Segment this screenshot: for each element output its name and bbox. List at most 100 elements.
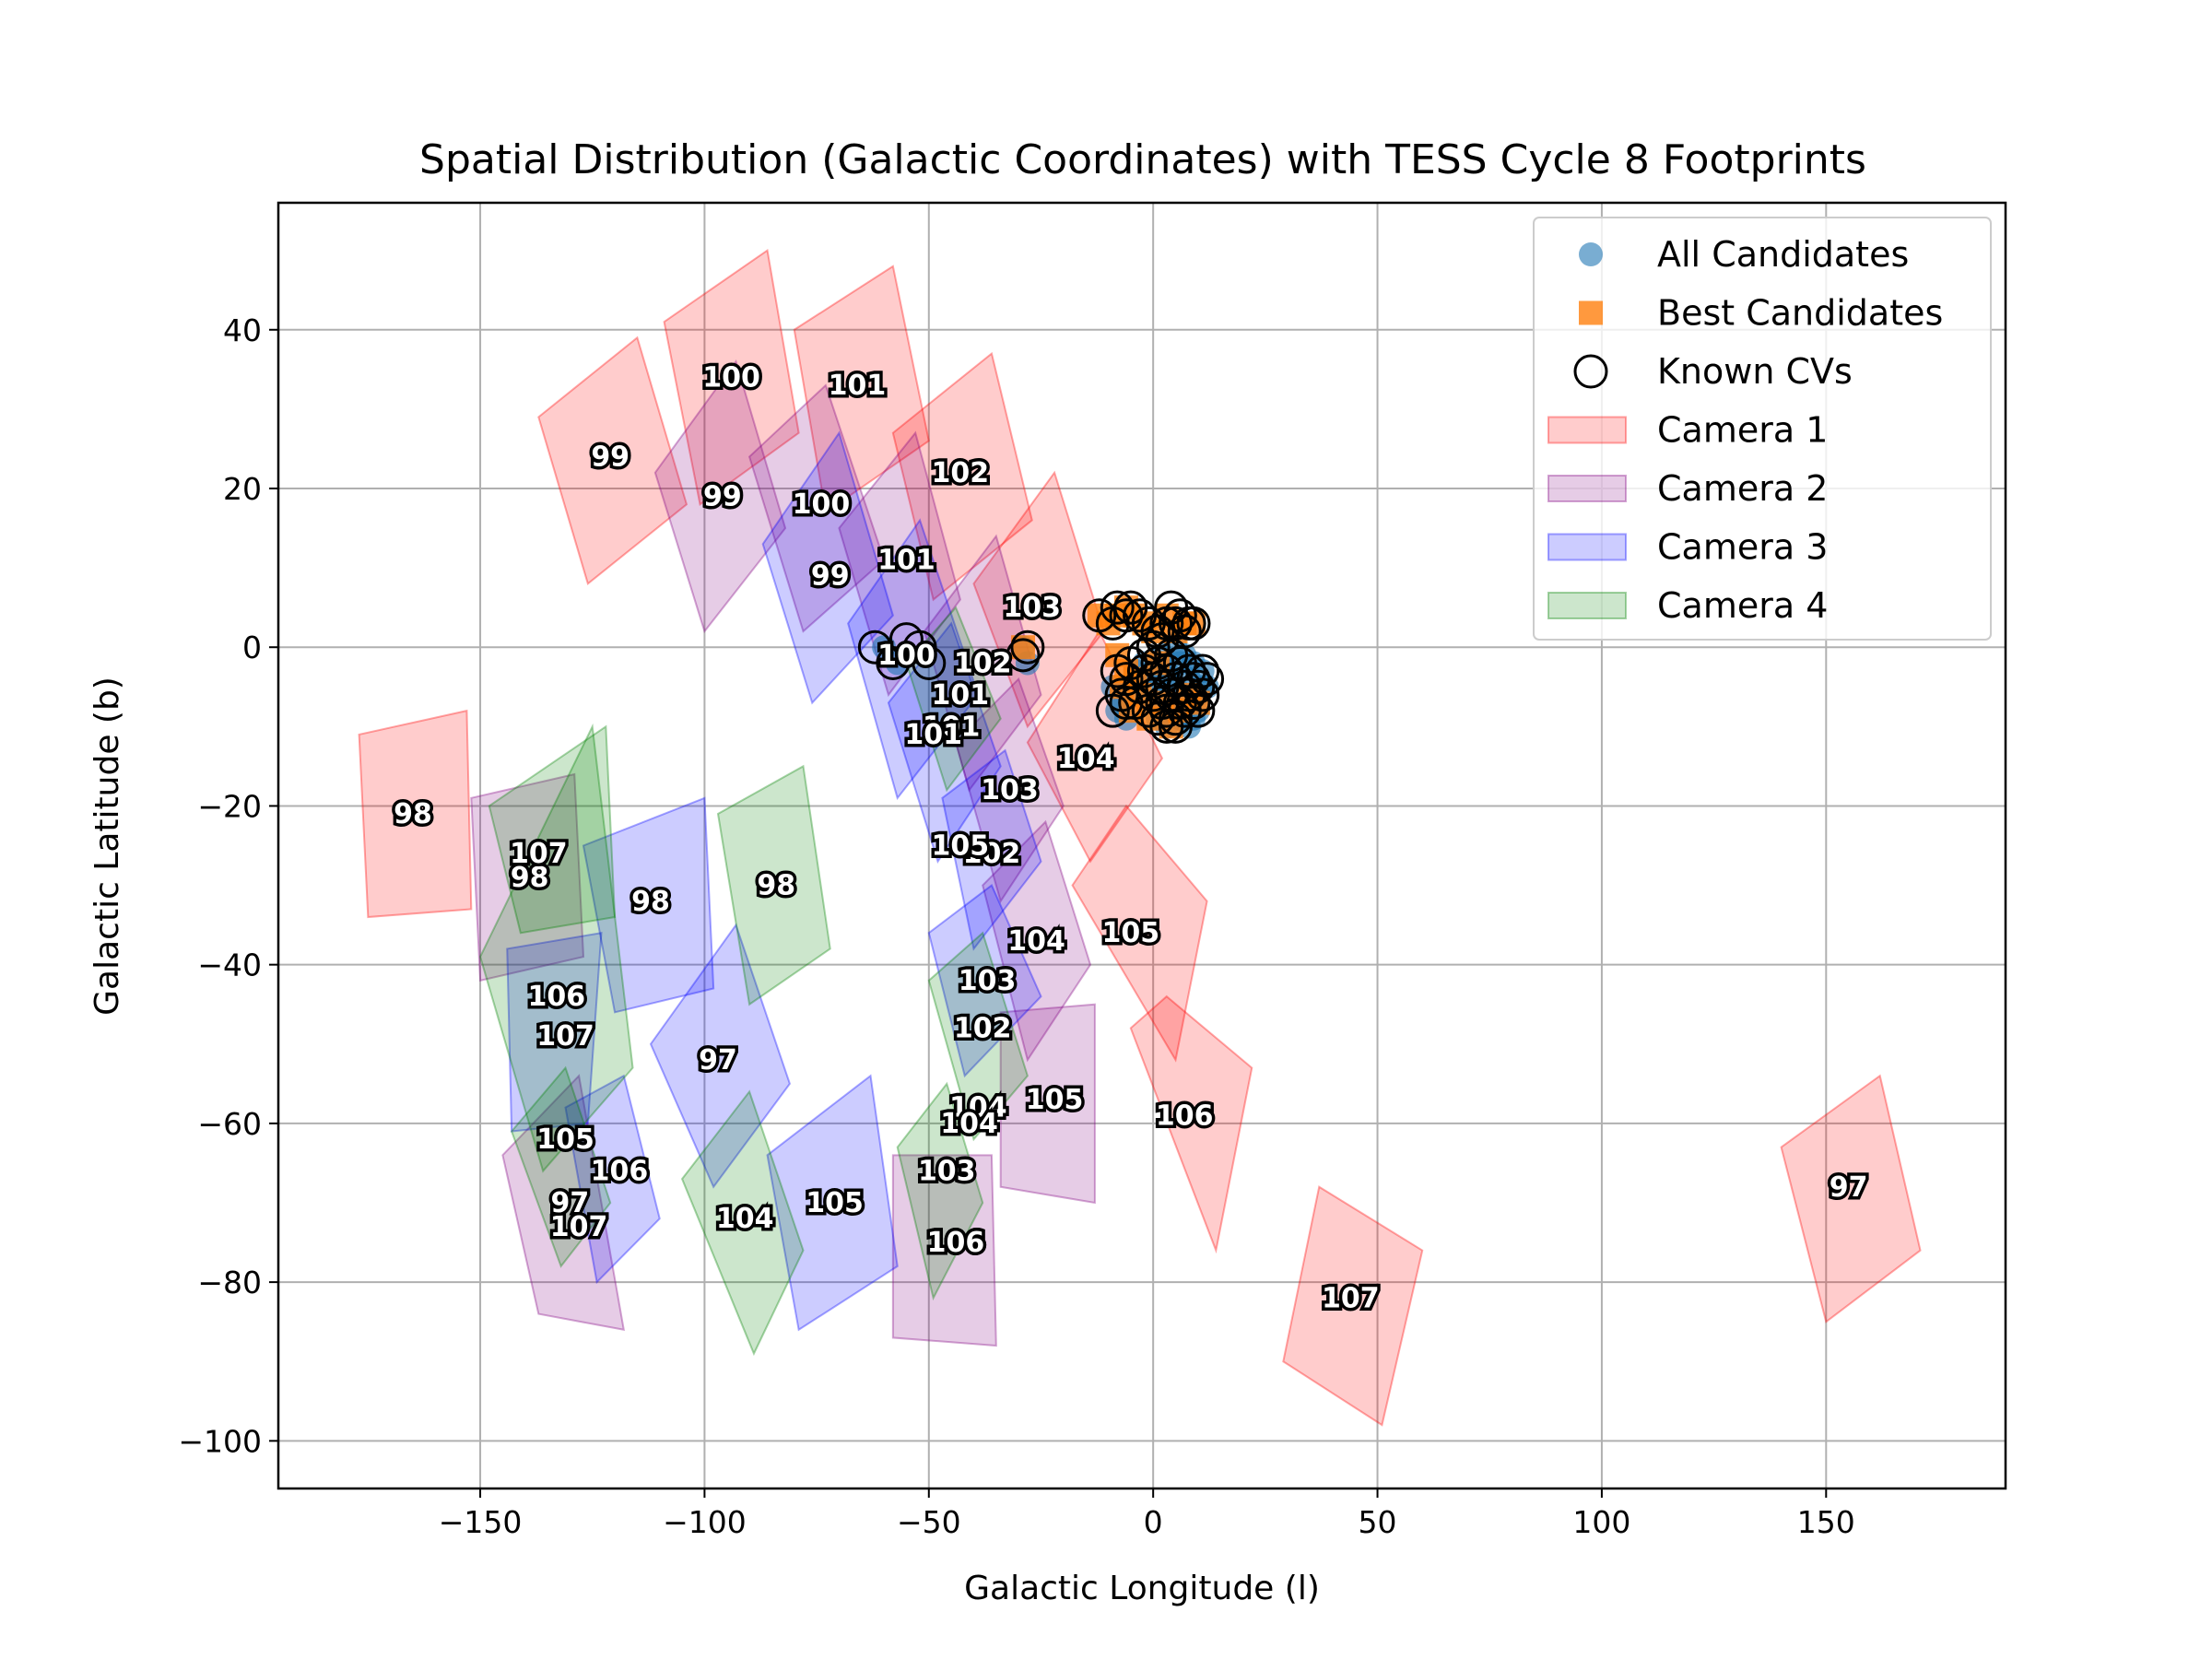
footprint-label: 105 (1102, 917, 1160, 949)
footprint-label: 104 (716, 1203, 774, 1235)
footprint-camera4-sector-104 (680, 1089, 805, 1357)
grid (278, 203, 2006, 1488)
plot-frame (276, 201, 2007, 1490)
footprint-camera4-sector-105 (510, 1065, 612, 1268)
legend-swatch-patch (1547, 416, 1627, 444)
y-tick-label: 40 (223, 312, 262, 348)
footprint-camera1-sector-106 (1129, 994, 1253, 1254)
footprint-label: 102 (954, 647, 1012, 679)
y-axis-label: Galactic Latitude (b) (88, 677, 126, 1016)
footprint-camera3-sector-102 (941, 748, 1042, 951)
footprint-label: 102 (932, 457, 990, 489)
footprint-label: 106 (591, 1156, 649, 1188)
footprint-label: 105 (1026, 1084, 1084, 1116)
legend-swatch-patch (1547, 533, 1627, 561)
legend-label: Camera 3 (1657, 527, 1828, 568)
known-cv-marker (1185, 677, 1220, 712)
footprint-camera1-sector-97 (1780, 1074, 1922, 1324)
known-cv-marker (1190, 662, 1225, 697)
known-cv-marker (1100, 653, 1135, 688)
legend-label: Camera 4 (1657, 585, 1828, 626)
footprint-camera1-sector-104 (1026, 629, 1164, 864)
footprint-camera3-sector-106 (564, 1074, 661, 1285)
footprint-label: 103 (959, 965, 1017, 997)
legend-label: All Candidates (1657, 234, 1909, 275)
footprint-label: 101 (923, 711, 981, 743)
legend-swatch-square (1579, 300, 1603, 325)
known-cv-marker (1100, 590, 1135, 625)
footprint-label: 107 (536, 1020, 594, 1053)
footprint-label: 104 (949, 1092, 1007, 1124)
footprint-label: 99 (703, 481, 742, 513)
footprint-camera3-sector-105 (766, 1074, 899, 1332)
footprint-label: 101 (829, 370, 887, 402)
known-cv-marker (1149, 709, 1184, 744)
footprint-camera4-sector-106 (478, 723, 634, 1173)
legend-swatch-circle (1579, 242, 1603, 266)
footprint-label: 105 (536, 1124, 594, 1156)
x-tick-label: 100 (1572, 1504, 1630, 1540)
footprint-camera2-sector-100 (747, 383, 886, 633)
footprint-label: 104 (1007, 925, 1065, 958)
footprint-label: 98 (757, 870, 795, 902)
footprint-label: 100 (877, 640, 935, 672)
footprint-label: 100 (702, 361, 760, 394)
footprint-label: 97 (699, 1044, 737, 1077)
known-cv-marker (1006, 638, 1041, 673)
footprint-camera3-sector-98 (582, 796, 715, 1014)
footprint-camera3-sector-107 (506, 932, 603, 1133)
y-tick-label: −80 (197, 1265, 262, 1300)
chart-title: Spatial Distribution (Galactic Coordinat… (419, 136, 1866, 183)
x-tick-label: 0 (1144, 1504, 1163, 1540)
data-points (857, 590, 1225, 744)
known-cv-marker (1010, 629, 1045, 665)
legend-label: Camera 2 (1657, 468, 1828, 509)
x-tick-label: 50 (1359, 1504, 1397, 1540)
footprint-label: 104 (1057, 743, 1115, 775)
footprint-camera2-sector-106 (891, 1154, 997, 1347)
legend-label: Known CVs (1657, 351, 1853, 392)
footprint-camera2-sector-105 (999, 1003, 1096, 1205)
footprint-label: 107 (1322, 1282, 1380, 1314)
footprint-label: 106 (927, 1227, 985, 1259)
known-cv-marker (1176, 606, 1211, 641)
footprint-camera1-sector-107 (1282, 1185, 1424, 1427)
y-tick-label: −40 (197, 947, 262, 983)
x-tick-label: −100 (663, 1504, 747, 1540)
footprint-label: 106 (927, 1227, 985, 1259)
known-cv-marker (1159, 709, 1194, 744)
known-cv-marker (1109, 686, 1144, 720)
footprint-label: 99 (591, 441, 629, 474)
footprint-label: 103 (1003, 592, 1061, 624)
legend-box (1533, 217, 1992, 641)
legend: All Candidates Best Candidates Known CVs Ca… (1533, 217, 1992, 641)
footprint-label: 107 (510, 838, 568, 870)
footprint-camera2-sector-102 (923, 534, 1042, 793)
footprint-camera4-sector-103 (896, 1081, 984, 1301)
y-tick-label: −100 (178, 1423, 262, 1459)
footprint-label: 99 (811, 560, 850, 593)
footprint-camera1-sector-100 (663, 248, 800, 506)
footprint-label: 97 (1830, 1171, 1868, 1204)
x-tick-label: −150 (439, 1504, 523, 1540)
x-axis-label: Galactic Longitude (l) (964, 1570, 1320, 1607)
y-tick-label: 0 (242, 629, 262, 665)
footprint-camera1-sector-105 (1071, 804, 1208, 1063)
footprint-label: 98 (511, 862, 549, 894)
footprint-camera3-sector-97 (649, 923, 792, 1189)
known-cv-marker (1109, 598, 1144, 633)
axis-ticks: −150 −100 −50 0 50 100 150 40 20 0 −20 −40 −60 −80 −10… (178, 312, 1854, 1540)
known-cv-marker (902, 629, 937, 665)
footprint-label: 101 (904, 719, 962, 751)
footprint-camera1-sector-102 (891, 351, 1033, 602)
footprint-camera2-sector-103 (954, 677, 1065, 904)
footprint-label: 105 (932, 830, 990, 863)
known-cv-marker (1181, 693, 1216, 728)
footprint-label: 104 (940, 1108, 998, 1140)
known-cv-marker (1181, 669, 1216, 704)
footprint-label: 97 (551, 1187, 590, 1219)
footprint-label: 105 (806, 1187, 864, 1219)
footprint-camera4-sector-98 (716, 764, 831, 1006)
